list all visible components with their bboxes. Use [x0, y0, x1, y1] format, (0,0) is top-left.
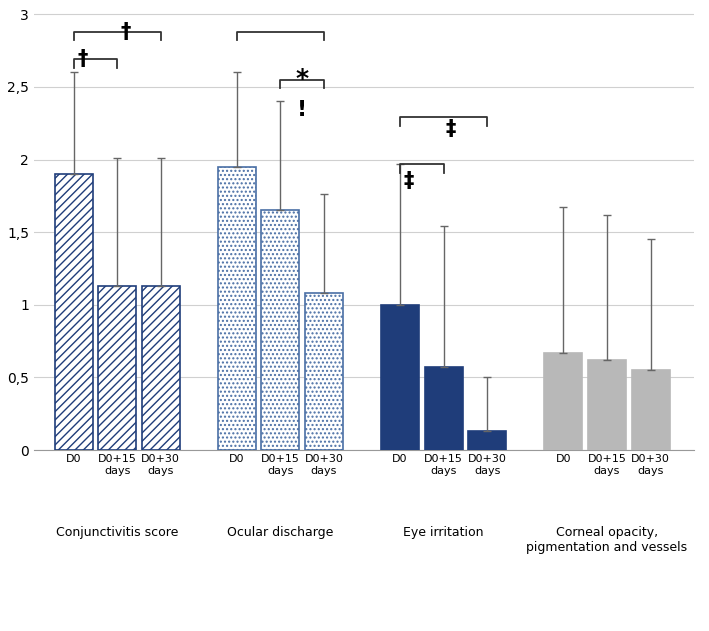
Text: †: †: [77, 49, 87, 69]
Text: †: †: [121, 22, 131, 42]
Bar: [262, 210, 299, 450]
Text: ‡: ‡: [403, 172, 414, 191]
Text: Conjunctivitis score: Conjunctivitis score: [56, 526, 179, 539]
Text: *: *: [296, 68, 309, 91]
Bar: [55, 174, 93, 450]
Bar: [305, 293, 343, 450]
Bar: [588, 360, 626, 450]
Text: Ocular discharge: Ocular discharge: [228, 526, 334, 539]
Bar: [381, 305, 419, 450]
Bar: [142, 286, 180, 450]
Bar: [468, 431, 506, 450]
Text: Corneal opacity,
pigmentation and vessels: Corneal opacity, pigmentation and vessel…: [526, 526, 688, 553]
Bar: [545, 353, 582, 450]
Bar: [218, 167, 256, 450]
Text: Eye irritation: Eye irritation: [403, 526, 484, 539]
Bar: [425, 367, 463, 450]
Text: ‡: ‡: [445, 119, 456, 139]
Bar: [632, 370, 669, 450]
Text: !: !: [297, 100, 307, 121]
Bar: [98, 286, 136, 450]
